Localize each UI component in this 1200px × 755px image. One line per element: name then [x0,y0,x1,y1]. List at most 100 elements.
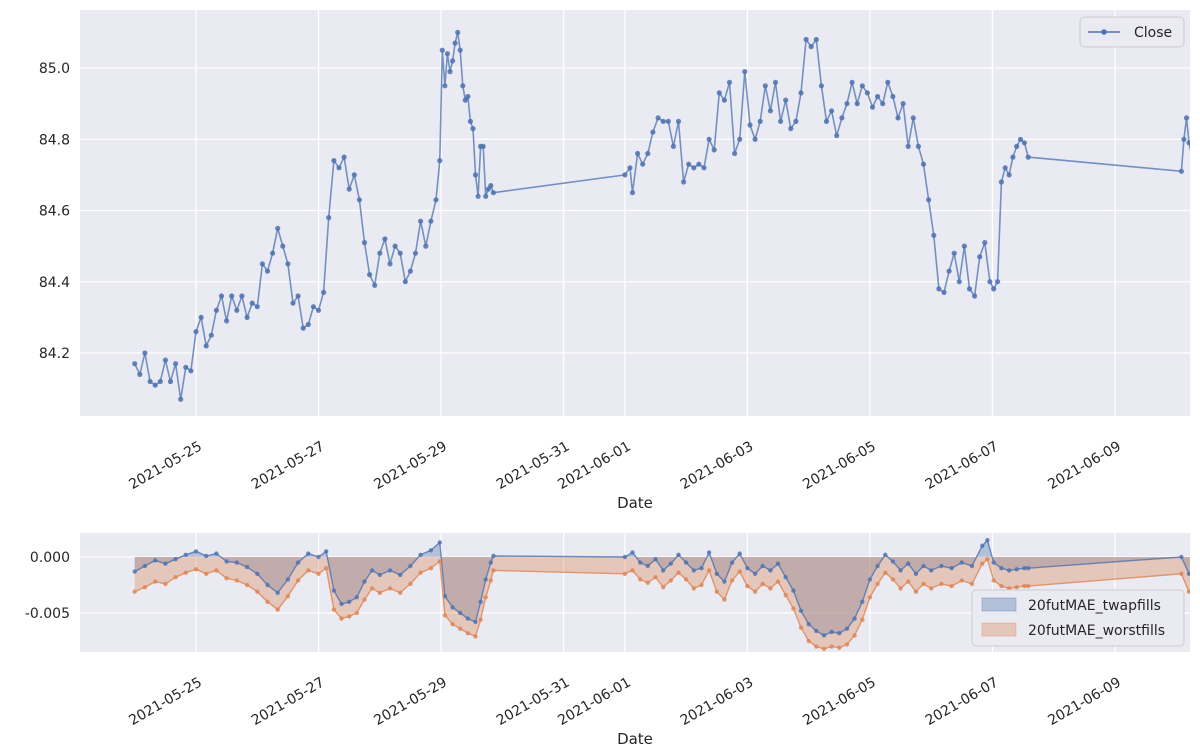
data-point [752,136,758,142]
data-point [778,118,784,124]
data-point [488,183,494,189]
data-point [157,378,163,385]
data-point [645,563,650,569]
data-point [408,581,413,587]
data-point [737,551,742,556]
data-point [829,108,835,114]
data-point [951,250,957,256]
data-point [1021,140,1027,146]
data-point [737,136,743,142]
x-tick-label: 2021-05-27 [249,674,327,729]
data-point [630,550,635,555]
x-tick-label: 2021-06-09 [1045,674,1123,729]
data-point [305,321,311,328]
data-point [1195,566,1199,570]
legend-box [1079,16,1185,48]
data-point [428,218,434,224]
legend-swatch-20futmae_twapfills [981,597,1017,612]
data-point [630,568,635,573]
data-point [726,79,733,85]
x-tick-label: 2021-05-27 [249,438,327,493]
data-point [900,101,906,107]
data-point [995,279,1001,285]
data-point [392,243,398,249]
data-point [163,581,168,587]
data-point [852,633,857,638]
data-point [178,396,184,402]
data-point [362,597,367,602]
data-point [259,261,265,267]
data-point [254,304,260,310]
data-point [1195,584,1199,588]
data-point [475,193,481,199]
data-point [895,115,901,121]
data-point [204,571,209,576]
data-point [638,560,643,565]
data-point [699,582,704,588]
data-point [316,554,321,560]
data-point [437,158,443,164]
data-point [1014,585,1019,590]
data-point [488,578,493,583]
data-point [137,371,143,377]
data-point [229,293,235,299]
data-point [696,161,702,167]
data-point [737,569,742,574]
data-point [721,97,728,103]
data-point [931,232,937,238]
data-point [372,282,378,288]
data-point [203,343,209,349]
data-point [275,590,280,595]
data-point [285,261,291,267]
data-point [483,595,488,600]
data-point [939,581,944,587]
data-point [999,566,1004,571]
data-point [806,638,811,644]
data-point [377,590,382,595]
data-point [300,325,306,331]
data-point [991,286,997,292]
data-point [706,136,712,142]
data-point [883,552,888,557]
data-point [969,581,975,587]
data-point [295,560,301,565]
data-point [622,172,628,178]
data-point [239,293,245,299]
data-point [860,617,865,622]
data-point [306,551,311,556]
data-point [653,557,658,562]
data-point [670,143,677,149]
data-point [142,350,148,356]
data-point [1179,554,1184,560]
area-fill-20futmae_twapfills [134,540,1190,636]
data-point [714,589,719,594]
data-point [991,560,996,565]
data-point [213,307,219,313]
data-point [660,118,666,124]
data-point [906,579,911,584]
data-point [1181,136,1187,142]
legend-label-20futmae_twapfills: 20futMAE_twapfills [1028,598,1161,614]
data-point [814,628,819,634]
data-point [655,115,661,121]
data-point [823,118,830,124]
data-point [991,578,996,583]
data-point [285,577,291,582]
data-point [444,51,450,57]
data-point [926,197,932,203]
data-point [837,631,842,636]
data-point [450,605,455,610]
x-tick-label: 2021-06-03 [678,438,756,493]
data-point [890,93,896,100]
data-point [920,161,927,167]
data-point [732,150,738,157]
area-line-20futmae_twapfills [134,538,1190,637]
data-point [369,568,375,573]
data-point [244,582,250,588]
data-point [627,165,633,171]
data-point [980,561,985,566]
legend-marker-close [1101,29,1107,35]
data-point [661,568,666,573]
data-point [814,644,819,649]
